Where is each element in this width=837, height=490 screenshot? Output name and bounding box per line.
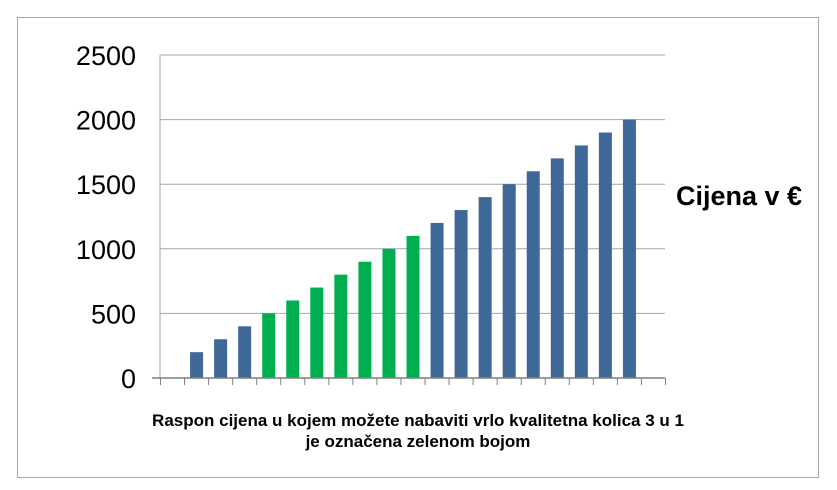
bar-14 xyxy=(478,197,492,378)
bar-2 xyxy=(190,352,204,378)
legend-label: Cijena v € xyxy=(676,181,803,211)
bar-8 xyxy=(334,274,348,378)
y-tick-label: 1000 xyxy=(76,235,136,265)
bar-17 xyxy=(550,158,564,378)
bar-7 xyxy=(310,287,324,378)
bar-12 xyxy=(430,222,444,378)
x-axis xyxy=(152,377,666,385)
bar-20 xyxy=(622,119,636,378)
y-tick-label: 2000 xyxy=(76,106,136,136)
bar-3 xyxy=(214,339,228,378)
bar-18 xyxy=(574,145,588,378)
bar-13 xyxy=(454,210,468,378)
bar-6 xyxy=(286,300,300,378)
y-axis-ticks: 0 500 1000 1500 2000 2500 xyxy=(76,41,136,394)
bar-9 xyxy=(358,261,372,378)
caption-line-1: Raspon cijena u kojem možete nabaviti vr… xyxy=(152,411,684,430)
bar-5 xyxy=(262,313,276,378)
y-tick-label: 2500 xyxy=(76,41,136,71)
y-tick-label: 1500 xyxy=(76,170,136,200)
bar-10 xyxy=(382,248,396,378)
bars xyxy=(190,119,636,378)
caption-line-2: je označena zelenom bojom xyxy=(305,432,531,451)
bar-11 xyxy=(406,235,420,378)
bar-19 xyxy=(598,132,612,378)
y-tick-label: 500 xyxy=(91,299,136,329)
bar-4 xyxy=(238,326,252,378)
chart-caption: Raspon cijena u kojem možete nabaviti vr… xyxy=(60,410,776,452)
bar-15 xyxy=(502,184,516,378)
bar-16 xyxy=(526,171,540,378)
y-tick-label: 0 xyxy=(121,364,136,394)
